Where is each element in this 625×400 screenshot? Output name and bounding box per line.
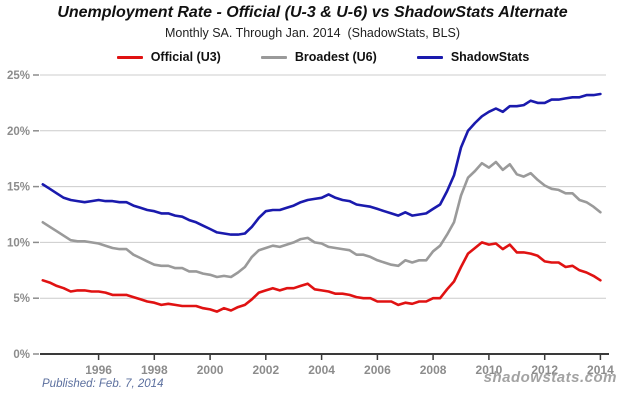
legend-item-official-u3: Official (U3) <box>116 50 221 64</box>
svg-text:2010: 2010 <box>476 363 503 377</box>
published-date: Published: Feb. 7, 2014 <box>42 378 164 390</box>
chart-legend: Official (U3) Broadest (U6) ShadowStats <box>40 50 606 64</box>
svg-text:1996: 1996 <box>85 363 112 377</box>
svg-text:2006: 2006 <box>364 363 391 377</box>
legend-item-broadest-u6: Broadest (U6) <box>260 50 377 64</box>
legend-item-shadowstats: ShadowStats <box>416 50 530 64</box>
svg-text:2004: 2004 <box>308 363 335 377</box>
svg-text:0%: 0% <box>13 349 30 361</box>
svg-text:5%: 5% <box>13 293 30 305</box>
svg-text:20%: 20% <box>7 126 30 138</box>
legend-label-broadest-u6: Broadest (U6) <box>294 50 377 64</box>
legend-swatch-official-u3 <box>116 55 143 59</box>
svg-text:1998: 1998 <box>141 363 168 377</box>
chart-title: Unemployment Rate - Official (U-3 & U-6)… <box>57 4 568 21</box>
svg-text:15%: 15% <box>7 182 30 194</box>
svg-text:2002: 2002 <box>252 363 279 377</box>
svg-text:2014: 2014 <box>587 363 614 377</box>
legend-label-shadowstats: ShadowStats <box>450 50 530 64</box>
svg-text:10%: 10% <box>7 237 30 249</box>
legend-label-official-u3: Official (U3) <box>150 50 221 64</box>
svg-text:2008: 2008 <box>420 363 447 377</box>
svg-text:2012: 2012 <box>531 363 558 377</box>
legend-swatch-broadest-u6 <box>260 55 287 59</box>
legend-swatch-shadowstats <box>416 55 443 59</box>
svg-text:25%: 25% <box>7 70 30 82</box>
svg-text:2000: 2000 <box>197 363 224 377</box>
chart-subtitle: Monthly SA. Through Jan. 2014 (ShadowSta… <box>164 26 461 40</box>
watermark-shadowstats-com: shadowstats.com <box>483 369 617 386</box>
